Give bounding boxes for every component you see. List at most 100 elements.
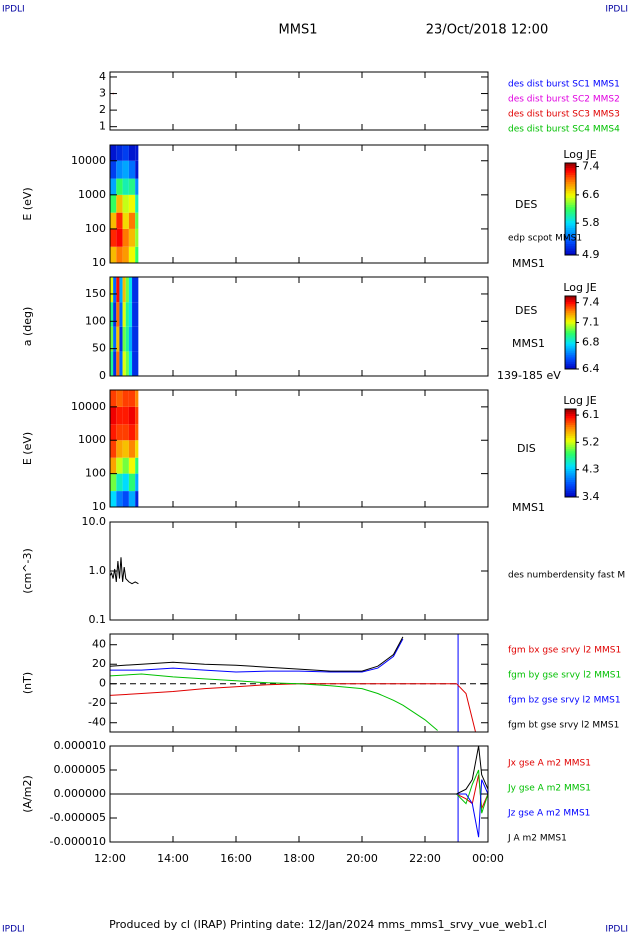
- colorbar-step: [565, 299, 576, 302]
- colorbar-step: [565, 337, 576, 341]
- colorbar-step: [565, 225, 576, 228]
- spectrogram-cell: [135, 390, 139, 407]
- panel-frame: [109, 633, 489, 733]
- panel-frame: [109, 389, 489, 508]
- spectrogram-cell: [113, 326, 117, 352]
- x-tick-label: 18:00: [283, 852, 315, 865]
- corner-label: IPDLI: [2, 925, 25, 934]
- colorbar-step: [565, 163, 576, 166]
- y-tick-label: 0.000000: [54, 787, 107, 800]
- colorbar-step: [565, 367, 576, 370]
- spectrogram-cell: [122, 491, 129, 507]
- panel-label: DIS: [517, 442, 536, 455]
- colorbar-step: [565, 415, 576, 419]
- plot-area: [110, 634, 488, 732]
- spectrogram-cell: [128, 178, 136, 195]
- spectrogram-cell: [116, 406, 123, 425]
- spectrogram-cell: [122, 212, 129, 229]
- y-tick-label: 10: [92, 256, 106, 269]
- spectrogram-cell: [116, 194, 123, 213]
- spectrogram-cell: [135, 473, 139, 492]
- colorbar-step: [565, 248, 576, 251]
- colorbar-step: [565, 236, 576, 240]
- y-tick-label: 3: [99, 87, 106, 100]
- colorbar-step: [565, 494, 576, 498]
- colorbar-step: [565, 356, 576, 359]
- colorbar-step: [565, 186, 576, 189]
- colorbar-step: [565, 461, 576, 465]
- colorbar-step: [565, 444, 576, 447]
- colorbar-tick-label: 7.4: [582, 296, 600, 309]
- plot-area: [110, 145, 139, 263]
- spectrogram-cell: [128, 145, 136, 161]
- series-line: [110, 636, 404, 672]
- spectrogram-cell: [122, 473, 129, 492]
- spectrogram-cell: [135, 194, 139, 213]
- spectrogram-cell: [116, 212, 123, 229]
- plot-area: [110, 390, 139, 507]
- spectrogram-cell: [125, 302, 129, 327]
- colorbar-step: [565, 330, 576, 333]
- colorbar-step: [565, 490, 576, 494]
- colorbar-step: [565, 241, 576, 244]
- spectrogram-cell: [110, 302, 114, 327]
- colorbar-step: [565, 448, 576, 452]
- panel-label: edp scpot MMS1: [508, 234, 582, 244]
- colorbar-step: [565, 450, 576, 454]
- spectrogram-cell: [128, 390, 136, 407]
- colorbar-tick-label: 4.9: [582, 248, 600, 261]
- colorbar-tick-label: 6.1: [582, 408, 600, 421]
- y-tick-label: 1000: [78, 433, 106, 446]
- colorbar-step: [565, 439, 576, 443]
- spectrogram-cell: [110, 473, 117, 492]
- colorbar-step: [565, 341, 576, 344]
- colorbar-step: [565, 486, 576, 489]
- colorbar-step: [565, 431, 576, 434]
- colorbar-step: [565, 455, 576, 458]
- spectrogram-cell: [135, 212, 139, 229]
- colorbar-step: [565, 211, 576, 215]
- y-tick-label: 1: [99, 120, 106, 133]
- y-tick-label: 10000: [71, 400, 106, 413]
- panel-label: 139-185 eV: [497, 369, 561, 382]
- series-line: [110, 673, 438, 731]
- colorbar-step: [565, 250, 576, 254]
- spectrogram-cell: [135, 160, 139, 179]
- colorbar-step: [565, 310, 576, 313]
- colorbar-step: [565, 446, 576, 450]
- colorbar-step: [565, 413, 576, 417]
- colorbar-tick-label: 3.4: [582, 490, 600, 503]
- spectrogram-cell: [135, 491, 139, 507]
- panel-frame: [109, 144, 489, 264]
- spectrogram-cell: [116, 473, 123, 492]
- colorbar-step: [565, 238, 576, 242]
- colorbar-step: [565, 470, 576, 474]
- colorbar-tick-label: 6.6: [582, 188, 600, 201]
- x-tick-label: 00:00: [472, 852, 504, 865]
- legend-entry: fgm bt gse srvy l2 MMS1: [508, 721, 619, 731]
- spectrogram-cell: [135, 145, 139, 161]
- legend-entry: fgm by gse srvy l2 MMS1: [508, 671, 621, 681]
- colorbar-step: [565, 420, 576, 423]
- colorbar-step: [565, 229, 576, 233]
- colorbar-step: [565, 199, 576, 203]
- y-axis-label: (cm^-3): [21, 548, 34, 594]
- colorbar-step: [565, 179, 576, 182]
- colorbar-step: [565, 348, 576, 352]
- y-axis-label: (A/m2): [21, 775, 34, 813]
- panel-frame: [109, 71, 489, 131]
- colorbar-step: [565, 354, 576, 357]
- colorbar-step: [565, 339, 576, 343]
- panel-label: MMS1: [512, 501, 545, 514]
- colorbar-step: [565, 169, 576, 173]
- series-line: [110, 683, 476, 732]
- y-tick-label: 150: [85, 287, 106, 300]
- y-tick-label: 50: [92, 342, 106, 355]
- colorbar-step: [565, 195, 576, 198]
- series-line: [110, 774, 488, 809]
- y-tick-label: 100: [85, 467, 106, 480]
- colorbar-step: [565, 312, 576, 315]
- spectrogram-cell: [128, 440, 136, 458]
- spectrogram-cell: [135, 178, 139, 195]
- colorbar-tick-label: 5.2: [582, 435, 600, 448]
